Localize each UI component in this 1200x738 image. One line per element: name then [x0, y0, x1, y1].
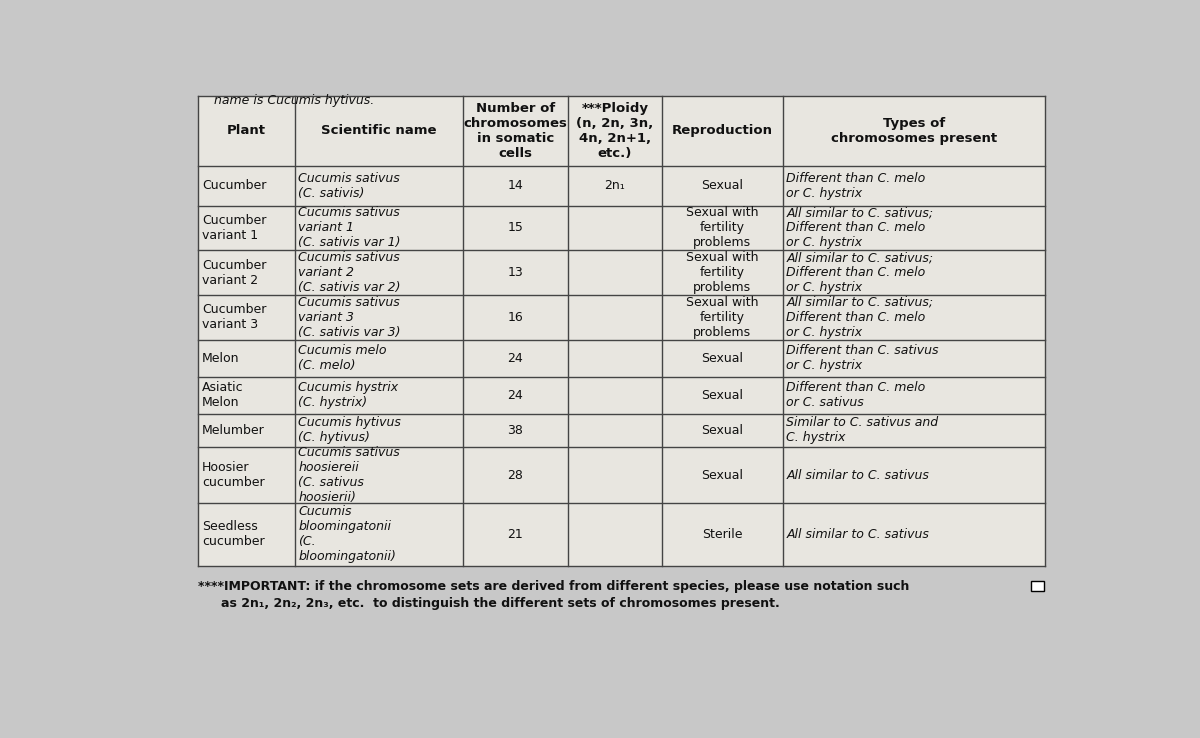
Text: 21: 21 — [508, 528, 523, 541]
Text: ***Ploidy
(n, 2n, 3n,
4n, 2n+1,
etc.): ***Ploidy (n, 2n, 3n, 4n, 2n+1, etc.) — [576, 102, 654, 160]
Text: Sterile: Sterile — [702, 528, 743, 541]
Text: 38: 38 — [508, 424, 523, 437]
Text: Cucumis sativus
(C. sativis): Cucumis sativus (C. sativis) — [298, 171, 400, 199]
Text: Sexual: Sexual — [701, 388, 743, 401]
Text: Number of
chromosomes
in somatic
cells: Number of chromosomes in somatic cells — [463, 102, 568, 160]
Text: All similar to C. sativus;
Different than C. melo
or C. hystrix: All similar to C. sativus; Different tha… — [786, 207, 934, 249]
Text: Cucumis sativus
variant 3
(C. sativis var 3): Cucumis sativus variant 3 (C. sativis va… — [298, 296, 401, 339]
Text: All similar to C. sativus: All similar to C. sativus — [786, 469, 929, 482]
Bar — [198, 96, 1045, 566]
Text: Cucumis melo
(C. melo): Cucumis melo (C. melo) — [298, 344, 386, 372]
Text: Cucumis sativus
hoosiereii
(C. sativus
hoosierii): Cucumis sativus hoosiereii (C. sativus h… — [298, 446, 400, 504]
Text: 28: 28 — [508, 469, 523, 482]
Text: Sexual: Sexual — [701, 469, 743, 482]
Text: Sexual: Sexual — [701, 424, 743, 437]
Text: Seedless
cucumber: Seedless cucumber — [202, 520, 264, 548]
Text: All similar to C. sativus;
Different than C. melo
or C. hystrix: All similar to C. sativus; Different tha… — [786, 251, 934, 294]
Text: Cucumber: Cucumber — [202, 179, 266, 192]
Text: 16: 16 — [508, 311, 523, 324]
Text: 13: 13 — [508, 266, 523, 279]
Text: Asiatic
Melon: Asiatic Melon — [202, 381, 244, 409]
Text: 24: 24 — [508, 388, 523, 401]
Text: Scientific name: Scientific name — [322, 125, 437, 137]
Text: 14: 14 — [508, 179, 523, 192]
Text: 2n₁: 2n₁ — [605, 179, 625, 192]
Text: Cucumis sativus
variant 2
(C. sativis var 2): Cucumis sativus variant 2 (C. sativis va… — [298, 251, 401, 294]
Text: Plant: Plant — [227, 125, 266, 137]
Text: Hoosier
cucumber: Hoosier cucumber — [202, 461, 264, 489]
Text: Sexual with
fertility
problems: Sexual with fertility problems — [686, 251, 758, 294]
Text: Different than C. melo
or C. sativus: Different than C. melo or C. sativus — [786, 381, 925, 409]
Text: Cucumber
variant 1: Cucumber variant 1 — [202, 214, 266, 242]
Text: 24: 24 — [508, 351, 523, 365]
Text: 15: 15 — [508, 221, 523, 235]
Text: Melon: Melon — [202, 351, 240, 365]
Text: Cucumis hytivus
(C. hytivus): Cucumis hytivus (C. hytivus) — [298, 416, 401, 444]
Text: Sexual with
fertility
problems: Sexual with fertility problems — [686, 207, 758, 249]
Text: Cucumber
variant 2: Cucumber variant 2 — [202, 258, 266, 286]
Text: Melumber: Melumber — [202, 424, 265, 437]
Text: Similar to C. sativus and
C. hystrix: Similar to C. sativus and C. hystrix — [786, 416, 938, 444]
Text: ****IMPORTANT: if the chromosome sets are derived from different species, please: ****IMPORTANT: if the chromosome sets ar… — [198, 580, 910, 593]
Text: name is Cucumis hytivus.: name is Cucumis hytivus. — [214, 94, 374, 107]
Text: Types of
chromosomes present: Types of chromosomes present — [830, 117, 997, 145]
Text: Cucumis hystrix
(C. hystrix): Cucumis hystrix (C. hystrix) — [298, 381, 398, 409]
Text: Sexual with
fertility
problems: Sexual with fertility problems — [686, 296, 758, 339]
Text: Cucumis
bloomingatonii
(C.
bloomingatonii): Cucumis bloomingatonii (C. bloomingatoni… — [298, 506, 396, 563]
Text: as 2n₁, 2n₂, 2n₃, etc.  to distinguish the different sets of chromosomes present: as 2n₁, 2n₂, 2n₃, etc. to distinguish th… — [221, 597, 780, 610]
Text: Sexual: Sexual — [701, 179, 743, 192]
Text: Different than C. sativus
or C. hystrix: Different than C. sativus or C. hystrix — [786, 344, 938, 372]
Bar — [1031, 581, 1044, 591]
Text: All similar to C. sativus;
Different than C. melo
or C. hystrix: All similar to C. sativus; Different tha… — [786, 296, 934, 339]
Text: Cucumis sativus
variant 1
(C. sativis var 1): Cucumis sativus variant 1 (C. sativis va… — [298, 207, 401, 249]
Text: Different than C. melo
or C. hystrix: Different than C. melo or C. hystrix — [786, 171, 925, 199]
Text: Cucumber
variant 3: Cucumber variant 3 — [202, 303, 266, 331]
Text: Reproduction: Reproduction — [672, 125, 773, 137]
Text: Sexual: Sexual — [701, 351, 743, 365]
Text: All similar to C. sativus: All similar to C. sativus — [786, 528, 929, 541]
